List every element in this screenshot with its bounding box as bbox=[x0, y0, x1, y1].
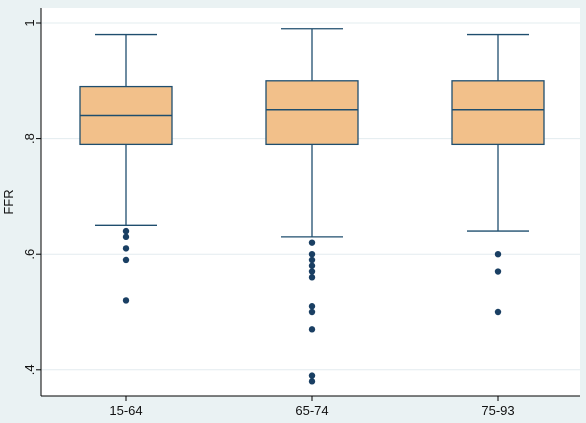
outlier-point bbox=[308, 251, 316, 258]
outlier-point bbox=[494, 251, 502, 258]
outlier-point bbox=[308, 303, 316, 310]
outlier-point bbox=[308, 274, 316, 281]
y-tick-label: 1 bbox=[22, 19, 37, 26]
iqr-box bbox=[265, 80, 359, 146]
outlier-point bbox=[308, 308, 316, 316]
axis-ticks: 1 .8 .6 .4 15-64 65-74 75-93 bbox=[22, 19, 515, 418]
x-tick-label: 65-74 bbox=[295, 403, 328, 418]
x-tick-label: 75-93 bbox=[481, 403, 514, 418]
outlier-point bbox=[308, 372, 316, 379]
box-group-15-64 bbox=[79, 33, 173, 304]
y-tick-label: .4 bbox=[22, 364, 37, 375]
box-group-65-74 bbox=[265, 28, 359, 385]
outlier-point bbox=[122, 256, 130, 264]
outlier-point bbox=[308, 239, 316, 246]
box-plot-marks bbox=[79, 28, 545, 385]
outlier-point bbox=[122, 297, 130, 304]
outlier-point bbox=[308, 256, 316, 264]
outlier-point bbox=[122, 245, 130, 252]
x-tick-label: 15-64 bbox=[109, 403, 142, 418]
outlier-point bbox=[494, 268, 502, 275]
box-group-75-93 bbox=[451, 33, 545, 316]
outlier-point bbox=[122, 233, 130, 241]
iqr-box bbox=[451, 80, 545, 146]
outlier-point bbox=[122, 227, 130, 235]
outlier-point bbox=[308, 262, 316, 269]
outlier-point bbox=[308, 326, 316, 333]
outlier-point bbox=[308, 378, 316, 385]
outlier-point bbox=[494, 308, 502, 316]
y-tick-label: .6 bbox=[22, 249, 37, 260]
outlier-point bbox=[308, 268, 316, 275]
y-axis-title: FFR bbox=[1, 189, 16, 214]
plot-area bbox=[41, 8, 580, 396]
y-tick-label: .8 bbox=[22, 133, 37, 144]
